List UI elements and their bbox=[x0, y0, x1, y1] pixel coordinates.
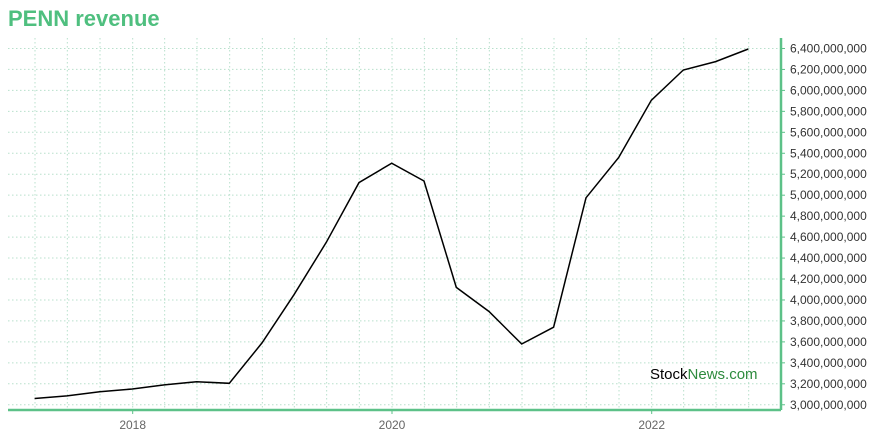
x-tick-label: 2022 bbox=[638, 418, 665, 432]
y-tick-label: 3,600,000,000 bbox=[790, 335, 867, 349]
y-tick-label: 5,200,000,000 bbox=[790, 167, 867, 181]
y-tick-label: 3,200,000,000 bbox=[790, 377, 867, 391]
gridlines bbox=[8, 38, 781, 410]
y-tick-label: 6,400,000,000 bbox=[790, 41, 867, 55]
series-line-revenue bbox=[34, 48, 749, 400]
watermark-com: .com bbox=[725, 366, 758, 383]
y-tick-label: 6,000,000,000 bbox=[790, 83, 867, 97]
y-axis-ticks: 3,000,000,000 3,200,000,000 3,400,000,000 3… bbox=[781, 41, 867, 412]
chart-title: PENN revenue bbox=[8, 6, 160, 31]
y-tick-label: 4,400,000,000 bbox=[790, 251, 867, 265]
y-tick-label: 4,600,000,000 bbox=[790, 230, 867, 244]
y-tick-label: 5,600,000,000 bbox=[790, 125, 867, 139]
y-tick-label: 3,400,000,000 bbox=[790, 356, 867, 370]
watermark-stock: Stock bbox=[650, 366, 688, 383]
y-tick-label: 5,800,000,000 bbox=[790, 104, 867, 118]
y-tick-label: 4,800,000,000 bbox=[790, 209, 867, 223]
watermark: StockNews.com bbox=[650, 366, 758, 383]
y-tick-label: 4,000,000,000 bbox=[790, 293, 867, 307]
x-axis-ticks: 2018 2020 2022 bbox=[119, 410, 665, 432]
y-tick-label: 3,000,000,000 bbox=[790, 398, 867, 412]
y-tick-label: 3,800,000,000 bbox=[790, 314, 867, 328]
y-tick-label: 5,000,000,000 bbox=[790, 188, 867, 202]
x-tick-label: 2018 bbox=[119, 418, 146, 432]
watermark-news: News bbox=[688, 366, 726, 383]
y-tick-label: 5,400,000,000 bbox=[790, 146, 867, 160]
y-tick-label: 6,200,000,000 bbox=[790, 62, 867, 76]
y-tick-label: 4,200,000,000 bbox=[790, 272, 867, 286]
x-tick-label: 2020 bbox=[379, 418, 406, 432]
